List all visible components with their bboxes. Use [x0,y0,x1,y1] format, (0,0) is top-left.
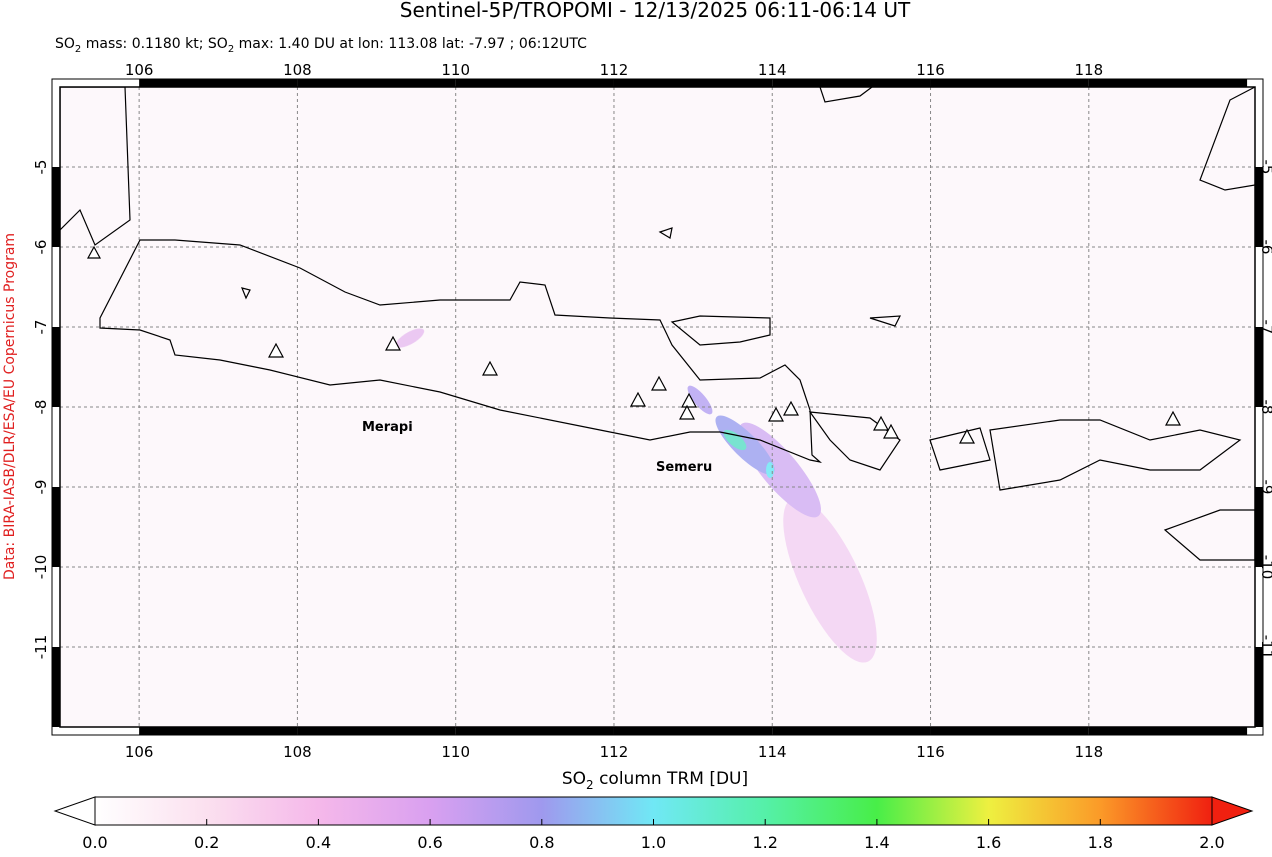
volcano-label: Merapi [362,420,413,435]
subtitle-sub: 2 [75,44,81,55]
lon-tick-label: 118 [1074,743,1103,761]
border-segment [52,487,60,567]
colorbar-under [53,796,96,826]
volcano-label: Semeru [656,460,712,475]
lon-tick-label: 114 [758,61,787,79]
lat-tick-label: -8 [32,400,50,415]
lon-tick-label: 116 [916,61,945,79]
border-segment [1255,487,1263,567]
border-segment [455,79,614,87]
lon-tick-label: 106 [125,743,154,761]
border-segment [1255,647,1263,727]
border-segment [139,727,298,735]
lon-tick-label: 110 [441,743,470,761]
lat-tick-label: -6 [1258,240,1272,255]
border-segment [1088,727,1248,735]
so2-plume [395,328,877,663]
coastlines [60,87,1255,561]
colorbar-tick-label: 0.8 [529,833,554,852]
colorbar: 0.0 0.2 0.4 0.6 0.8 1.0 1.2 1.4 1.6 1.8 2.0 [53,796,1254,852]
colorbar-tick-label: 2.0 [1199,833,1224,852]
border-segment [930,79,1089,87]
lat-tick-label: -8 [1258,400,1272,415]
colorbar-tick-label: 0.2 [194,833,219,852]
border-segment [297,727,456,735]
lon-tick-label: 106 [125,61,154,79]
colorbar-label-part: column TRM [DU] [594,769,748,789]
border-segment [772,727,931,735]
lat-tick-label: -7 [1258,320,1272,335]
colorbar-label: SO2 column TRM [DU] [562,769,748,792]
lat-tick-label: -10 [32,555,50,580]
border-segment [52,167,60,247]
colorbar-tick-label: 1.0 [641,833,666,852]
colorbar-tick-label: 0.6 [417,833,442,852]
border-segment [139,79,298,87]
border-segment [613,727,773,735]
colorbar-label-part: SO [562,769,586,789]
map-frame: 106 106 108 108 110 110 112 112 114 114 116 116 118 1… [32,61,1272,761]
border-segment [613,79,773,87]
border-segment [1255,167,1263,247]
colorbar-tick-label: 1.2 [752,833,777,852]
volcanoes [86,245,1182,444]
colorbar-tick-label: 0.0 [82,833,107,852]
lat-tick-label: -11 [1258,635,1272,660]
lat-tick-label: -6 [32,240,50,255]
border-segment [455,727,614,735]
lon-tick-label: 118 [1074,61,1103,79]
border-segment [297,79,456,87]
lat-tick-label: -5 [1258,160,1272,175]
border-segment [1255,327,1263,407]
credit: Data: BIRA-IASB/DLR/ESA/EU Copernicus Pr… [2,233,18,580]
lat-tick-label: -9 [32,480,50,495]
subtitle-part: max: 1.40 DU at lon: 113.08 lat: -7.97 ;… [234,36,587,52]
subtitle-sub: 2 [228,44,234,55]
map: Merapi Semeru [60,87,1255,727]
colorbar-tick-label: 1.4 [864,833,889,852]
lon-tick-label: 112 [600,743,629,761]
title: Sentinel-5P/TROPOMI - 12/13/2025 06:11-0… [400,0,911,22]
lon-tick-label: 114 [758,743,787,761]
subtitle: SO2 mass: 0.1180 kt; SO2 max: 1.40 DU at… [55,36,587,55]
lat-tick-label: -10 [1258,555,1272,580]
lat-tick-label: -7 [32,320,50,335]
grid [60,87,1255,727]
colorbar-tick-label: 0.4 [306,833,331,852]
lon-tick-label: 108 [283,61,312,79]
lat-tick-label: -5 [32,160,50,175]
border-segment [52,327,60,407]
lon-tick-label: 112 [600,61,629,79]
colorbar-tick-label: 1.6 [976,833,1001,852]
subtitle-part: mass: 0.1180 kt; SO [81,36,228,52]
lat-tick-label: -11 [32,635,50,660]
border-segment [1088,79,1248,87]
colorbar-label-sub: 2 [586,778,594,792]
colorbar-tick-label: 1.8 [1088,833,1113,852]
border-segment [930,727,1089,735]
lon-tick-label: 110 [441,61,470,79]
border-segment [52,647,60,727]
lon-tick-label: 116 [916,743,945,761]
lon-tick-label: 108 [283,743,312,761]
lat-tick-label: -9 [1258,480,1272,495]
border-segment [772,79,931,87]
colorbar-over [1211,796,1254,826]
subtitle-part: SO [55,36,75,52]
